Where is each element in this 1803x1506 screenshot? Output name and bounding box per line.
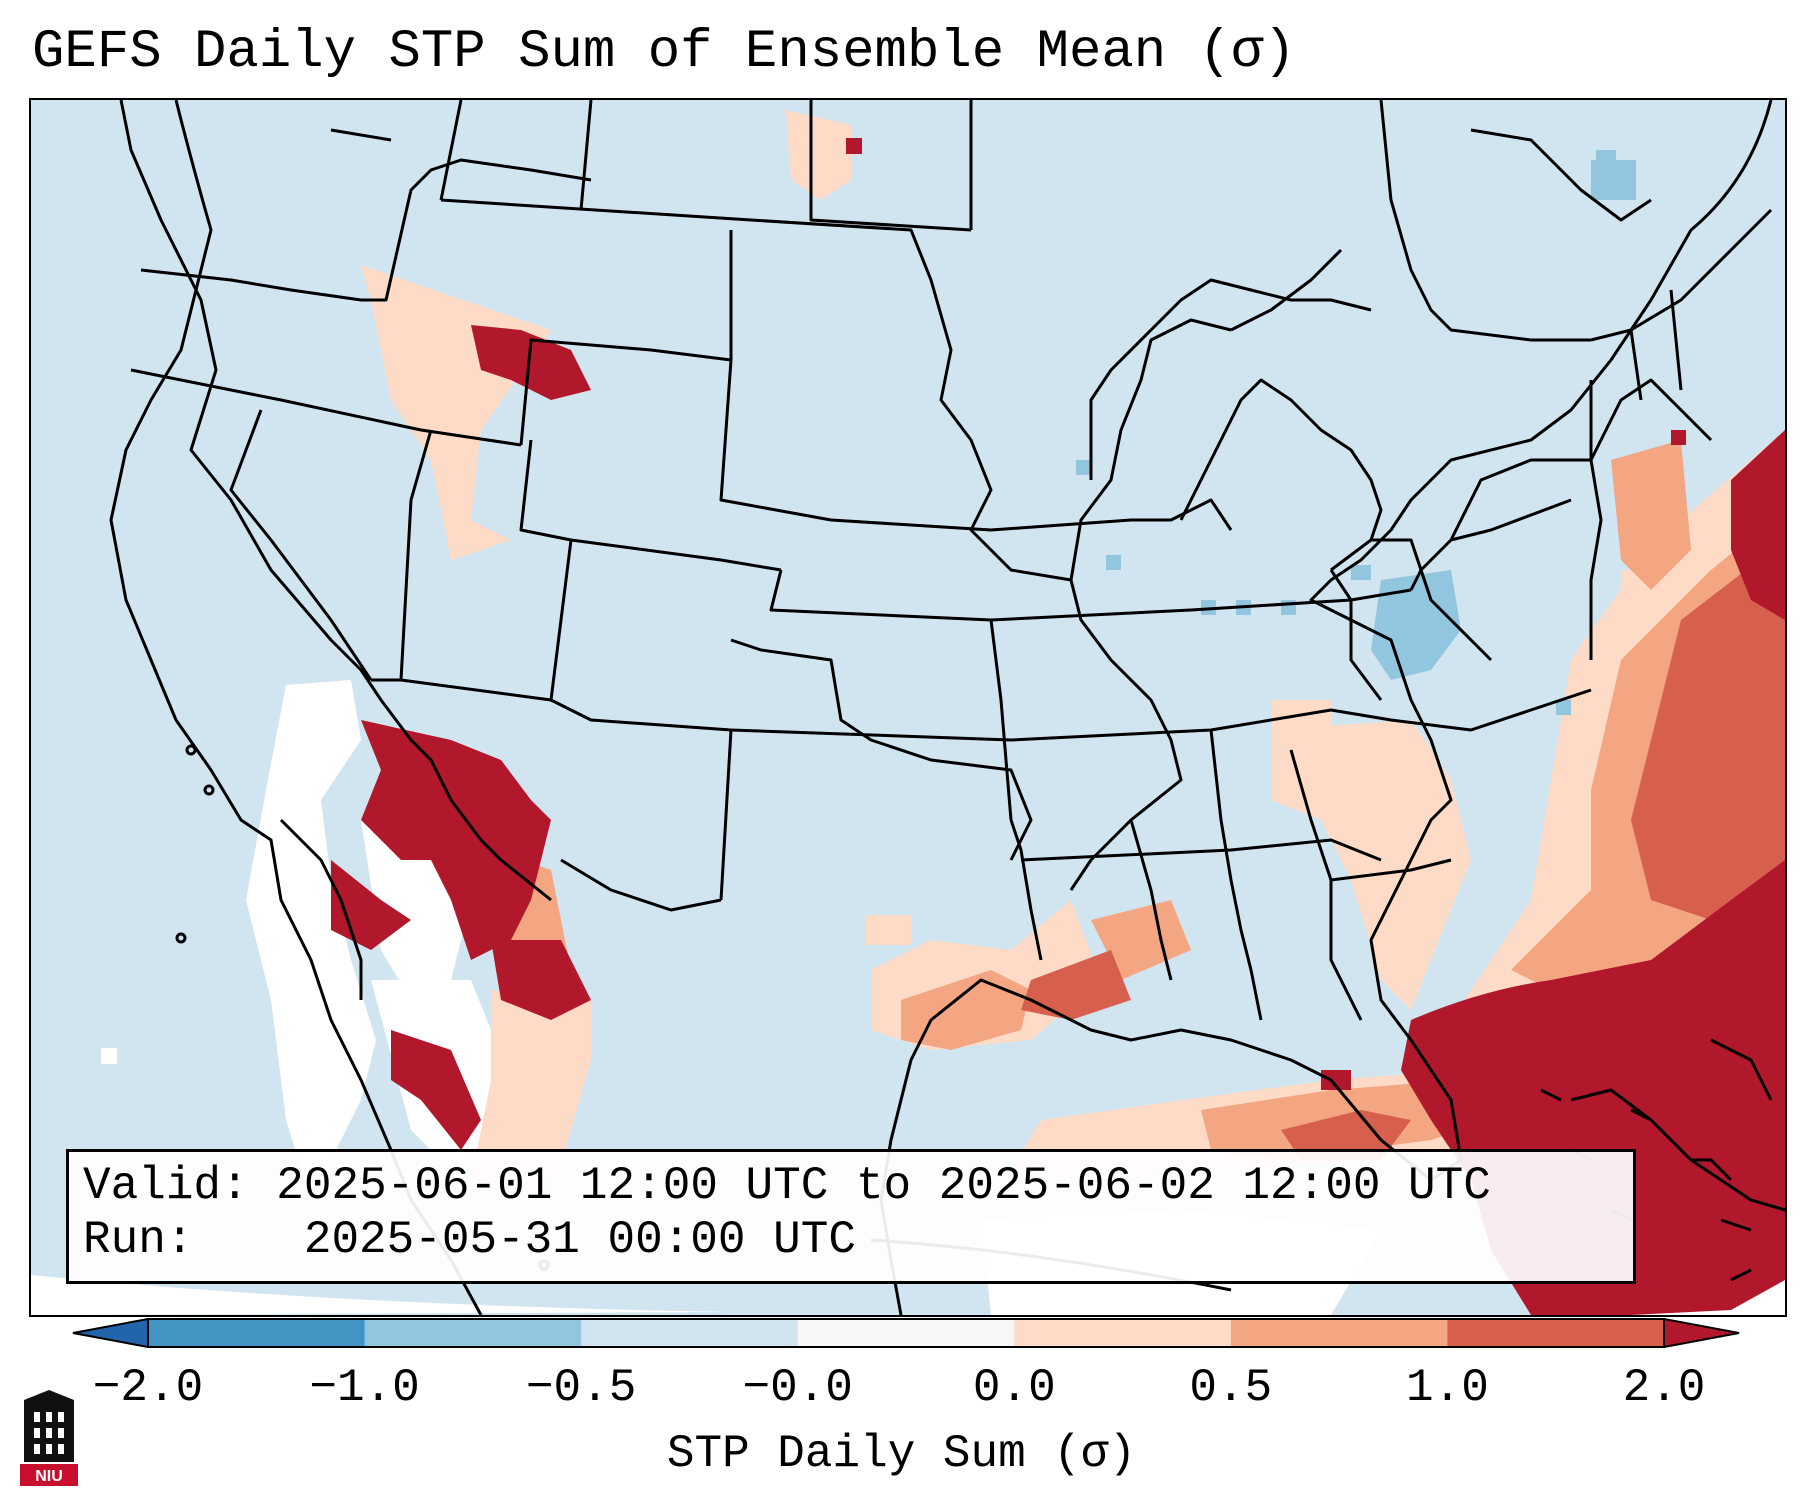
chart-title: GEFS Daily STP Sum of Ensemble Mean (σ) [32, 22, 1296, 83]
colorbar-label: STP Daily Sum (σ) [666, 1428, 1137, 1480]
colorbar-tick-label: −1.0 [309, 1362, 420, 1414]
run-time: 2025-05-31 00:00 UTC [303, 1214, 856, 1266]
run-line: Run: 2025-05-31 00:00 UTC [83, 1214, 856, 1266]
colorbar-segment [1230, 1319, 1448, 1347]
stp-map [31, 100, 1785, 1315]
colorbar-segment [581, 1319, 799, 1347]
logo-banner [20, 1464, 78, 1486]
low-negative-fields [1076, 150, 1636, 715]
colorbar-segment [148, 1319, 366, 1347]
colorbar-tick-label: 0.0 [972, 1362, 1056, 1414]
boundary-lines [109, 100, 1785, 1315]
colorbar-extend-low [72, 1318, 149, 1348]
colorbar-tick-label: −0.5 [525, 1362, 637, 1414]
valid-label: Valid: [83, 1160, 249, 1212]
colorbar-tick-label: 0.5 [1189, 1362, 1273, 1414]
validity-infobox: Valid: 2025-06-01 12:00 UTC to 2025-06-0… [66, 1149, 1636, 1284]
colorbar-extend-high [1663, 1318, 1740, 1348]
logo-text: NIU [35, 1468, 63, 1485]
colorbar-tick-label: −0.0 [742, 1362, 853, 1414]
colorbar-frame [147, 1318, 1665, 1348]
niu-logo: NIU [20, 1390, 78, 1486]
colorbar-tick-label: 1.0 [1406, 1362, 1489, 1414]
colorbar [72, 1318, 1740, 1348]
colorbar-segments [72, 1318, 1740, 1348]
colorbar-segment [364, 1319, 582, 1347]
run-label: Run: [83, 1214, 194, 1266]
valid-line: Valid: 2025-06-01 12:00 UTC to 2025-06-0… [83, 1160, 1491, 1212]
colorbar-tick-label: −2.0 [92, 1362, 204, 1414]
colorbar-segment [1447, 1319, 1665, 1347]
valid-time: 2025-06-01 12:00 UTC to 2025-06-02 12:00… [276, 1160, 1491, 1212]
colorbar-segment [1014, 1319, 1232, 1347]
map-panel [29, 98, 1787, 1317]
colorbar-tick-label: 2.0 [1622, 1362, 1706, 1414]
logo-windows [34, 1412, 64, 1454]
colorbar-segment [797, 1319, 1015, 1347]
